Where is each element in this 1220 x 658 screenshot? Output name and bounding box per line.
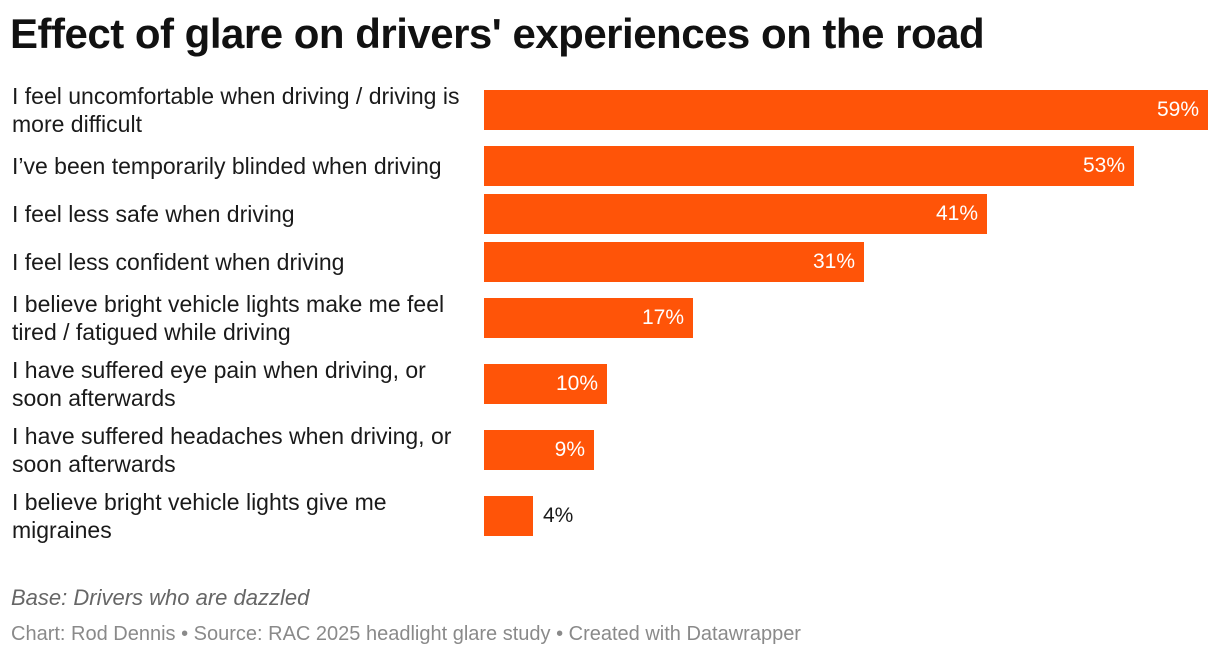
value-label: 4%: [543, 504, 574, 527]
value-label: 41%: [935, 202, 978, 225]
category-label: I feel uncomfortable when driving / driv…: [12, 83, 460, 137]
category-label: I have suffered eye pain when driving, o…: [12, 357, 426, 411]
category-label: I feel less safe when driving: [12, 201, 295, 227]
bar: [484, 430, 594, 470]
bar: [484, 364, 607, 404]
category-label: I believe bright vehicle lights give me …: [12, 489, 387, 543]
value-label: 53%: [1082, 154, 1125, 177]
bar: [484, 298, 693, 338]
bar-row: I feel uncomfortable when driving / driv…: [0, 82, 1220, 138]
bar-row: I feel less confident when driving 31%: [0, 240, 1220, 284]
bar-row: I have suffered headaches when driving, …: [0, 422, 1220, 478]
bar: [484, 242, 864, 282]
value-label: 59%: [1156, 98, 1199, 121]
bar-row: I believe bright vehicle lights make me …: [0, 290, 1220, 346]
bar: [484, 496, 533, 536]
category-label: I’ve been temporarily blinded when drivi…: [12, 153, 442, 179]
value-label: 31%: [812, 250, 855, 273]
bar: [484, 194, 987, 234]
bar: [484, 90, 1208, 130]
chart-note: Base: Drivers who are dazzled: [11, 585, 310, 610]
category-label: I feel less confident when driving: [12, 249, 345, 275]
bar-row: I have suffered eye pain when driving, o…: [0, 356, 1220, 412]
bar: [484, 146, 1134, 186]
bar-row: I’ve been temporarily blinded when drivi…: [0, 144, 1220, 188]
value-label: 10%: [555, 372, 598, 395]
category-label: I have suffered headaches when driving, …: [12, 423, 452, 477]
value-label: 9%: [554, 438, 585, 461]
bar-row: I feel less safe when driving 41%: [0, 192, 1220, 236]
chart-title: Effect of glare on drivers' experiences …: [10, 10, 985, 57]
chart-footer: Chart: Rod Dennis • Source: RAC 2025 hea…: [11, 623, 801, 645]
bar-row: I believe bright vehicle lights give me …: [0, 488, 1220, 544]
category-label: I believe bright vehicle lights make me …: [12, 291, 445, 345]
value-label: 17%: [641, 306, 684, 329]
